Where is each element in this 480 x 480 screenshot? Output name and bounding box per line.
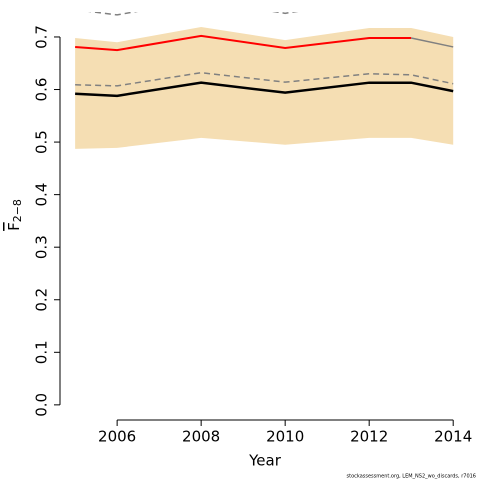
series-line [75,34,412,52]
footer: stockassessment.org, LEM_NS2_wo_discards… [347,474,476,480]
x-tick-label: 2012 [350,428,388,446]
y-axis-label-group: F2−8 [5,199,25,231]
y-tick-label: 0.0 [33,393,51,417]
y-tick-label: 0.6 [33,78,51,102]
y-tick-label: 0.2 [33,288,51,312]
y-tick-label: 0.5 [33,130,51,154]
y-tick-label: 0.7 [33,25,51,49]
x-tick-label: 2008 [182,428,220,446]
plot-area [75,12,454,149]
confidence-band [75,26,454,149]
y-axis-label: F2−8 [5,199,25,231]
x-tick-label: 2006 [98,428,136,446]
y-label-sub: 2−8 [11,199,24,222]
x-axis-label: Year [248,452,282,470]
series-line [75,81,454,98]
x-tick-label: 2010 [266,428,304,446]
y-label-main: F [5,222,23,231]
series-line [87,12,299,16]
x-tick-label: 2014 [434,428,472,446]
series-line [75,71,454,87]
y-tick-label: 0.4 [33,183,51,207]
series-line [411,37,454,48]
y-tick-label: 0.1 [33,340,51,364]
y-tick-label: 0.3 [33,235,51,259]
